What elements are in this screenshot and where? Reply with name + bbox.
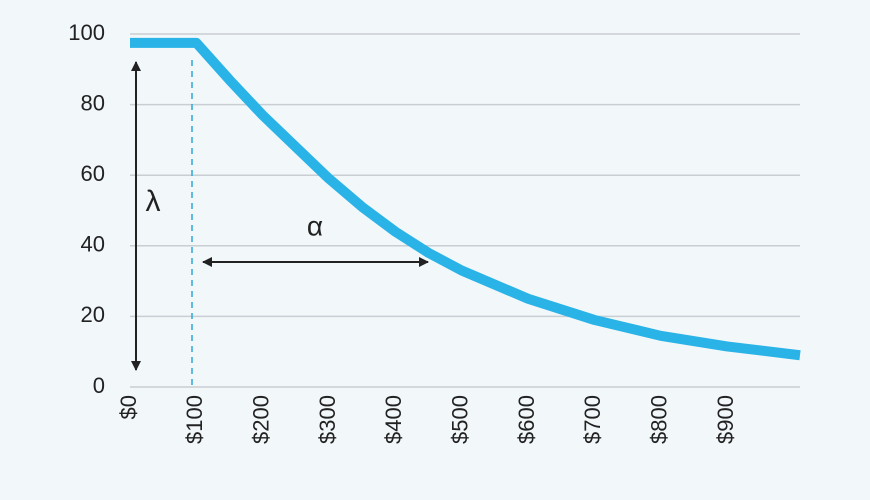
x-tick-label: $0: [116, 395, 141, 419]
y-tick-label: 0: [93, 373, 105, 398]
x-tick-label: $900: [713, 395, 738, 444]
y-tick-label: 100: [68, 20, 105, 45]
x-tick-label: $500: [447, 395, 472, 444]
x-tick-label: $600: [514, 395, 539, 444]
annotation: λ: [146, 185, 161, 218]
x-tick-label: $800: [647, 395, 672, 444]
x-tick-label: $400: [381, 395, 406, 444]
annotation: α: [307, 210, 323, 241]
x-tick-label: $300: [315, 395, 340, 444]
y-tick-label: 20: [81, 302, 105, 327]
y-tick-label: 40: [81, 232, 105, 257]
line: [130, 37, 801, 361]
y-tick-label: 80: [81, 90, 105, 115]
x-tick-label: $700: [580, 395, 605, 444]
grid: [130, 33, 800, 388]
x-tick-label: $100: [182, 395, 207, 444]
x-tick-label: $200: [248, 395, 273, 444]
y-tick-label: 60: [81, 161, 105, 186]
